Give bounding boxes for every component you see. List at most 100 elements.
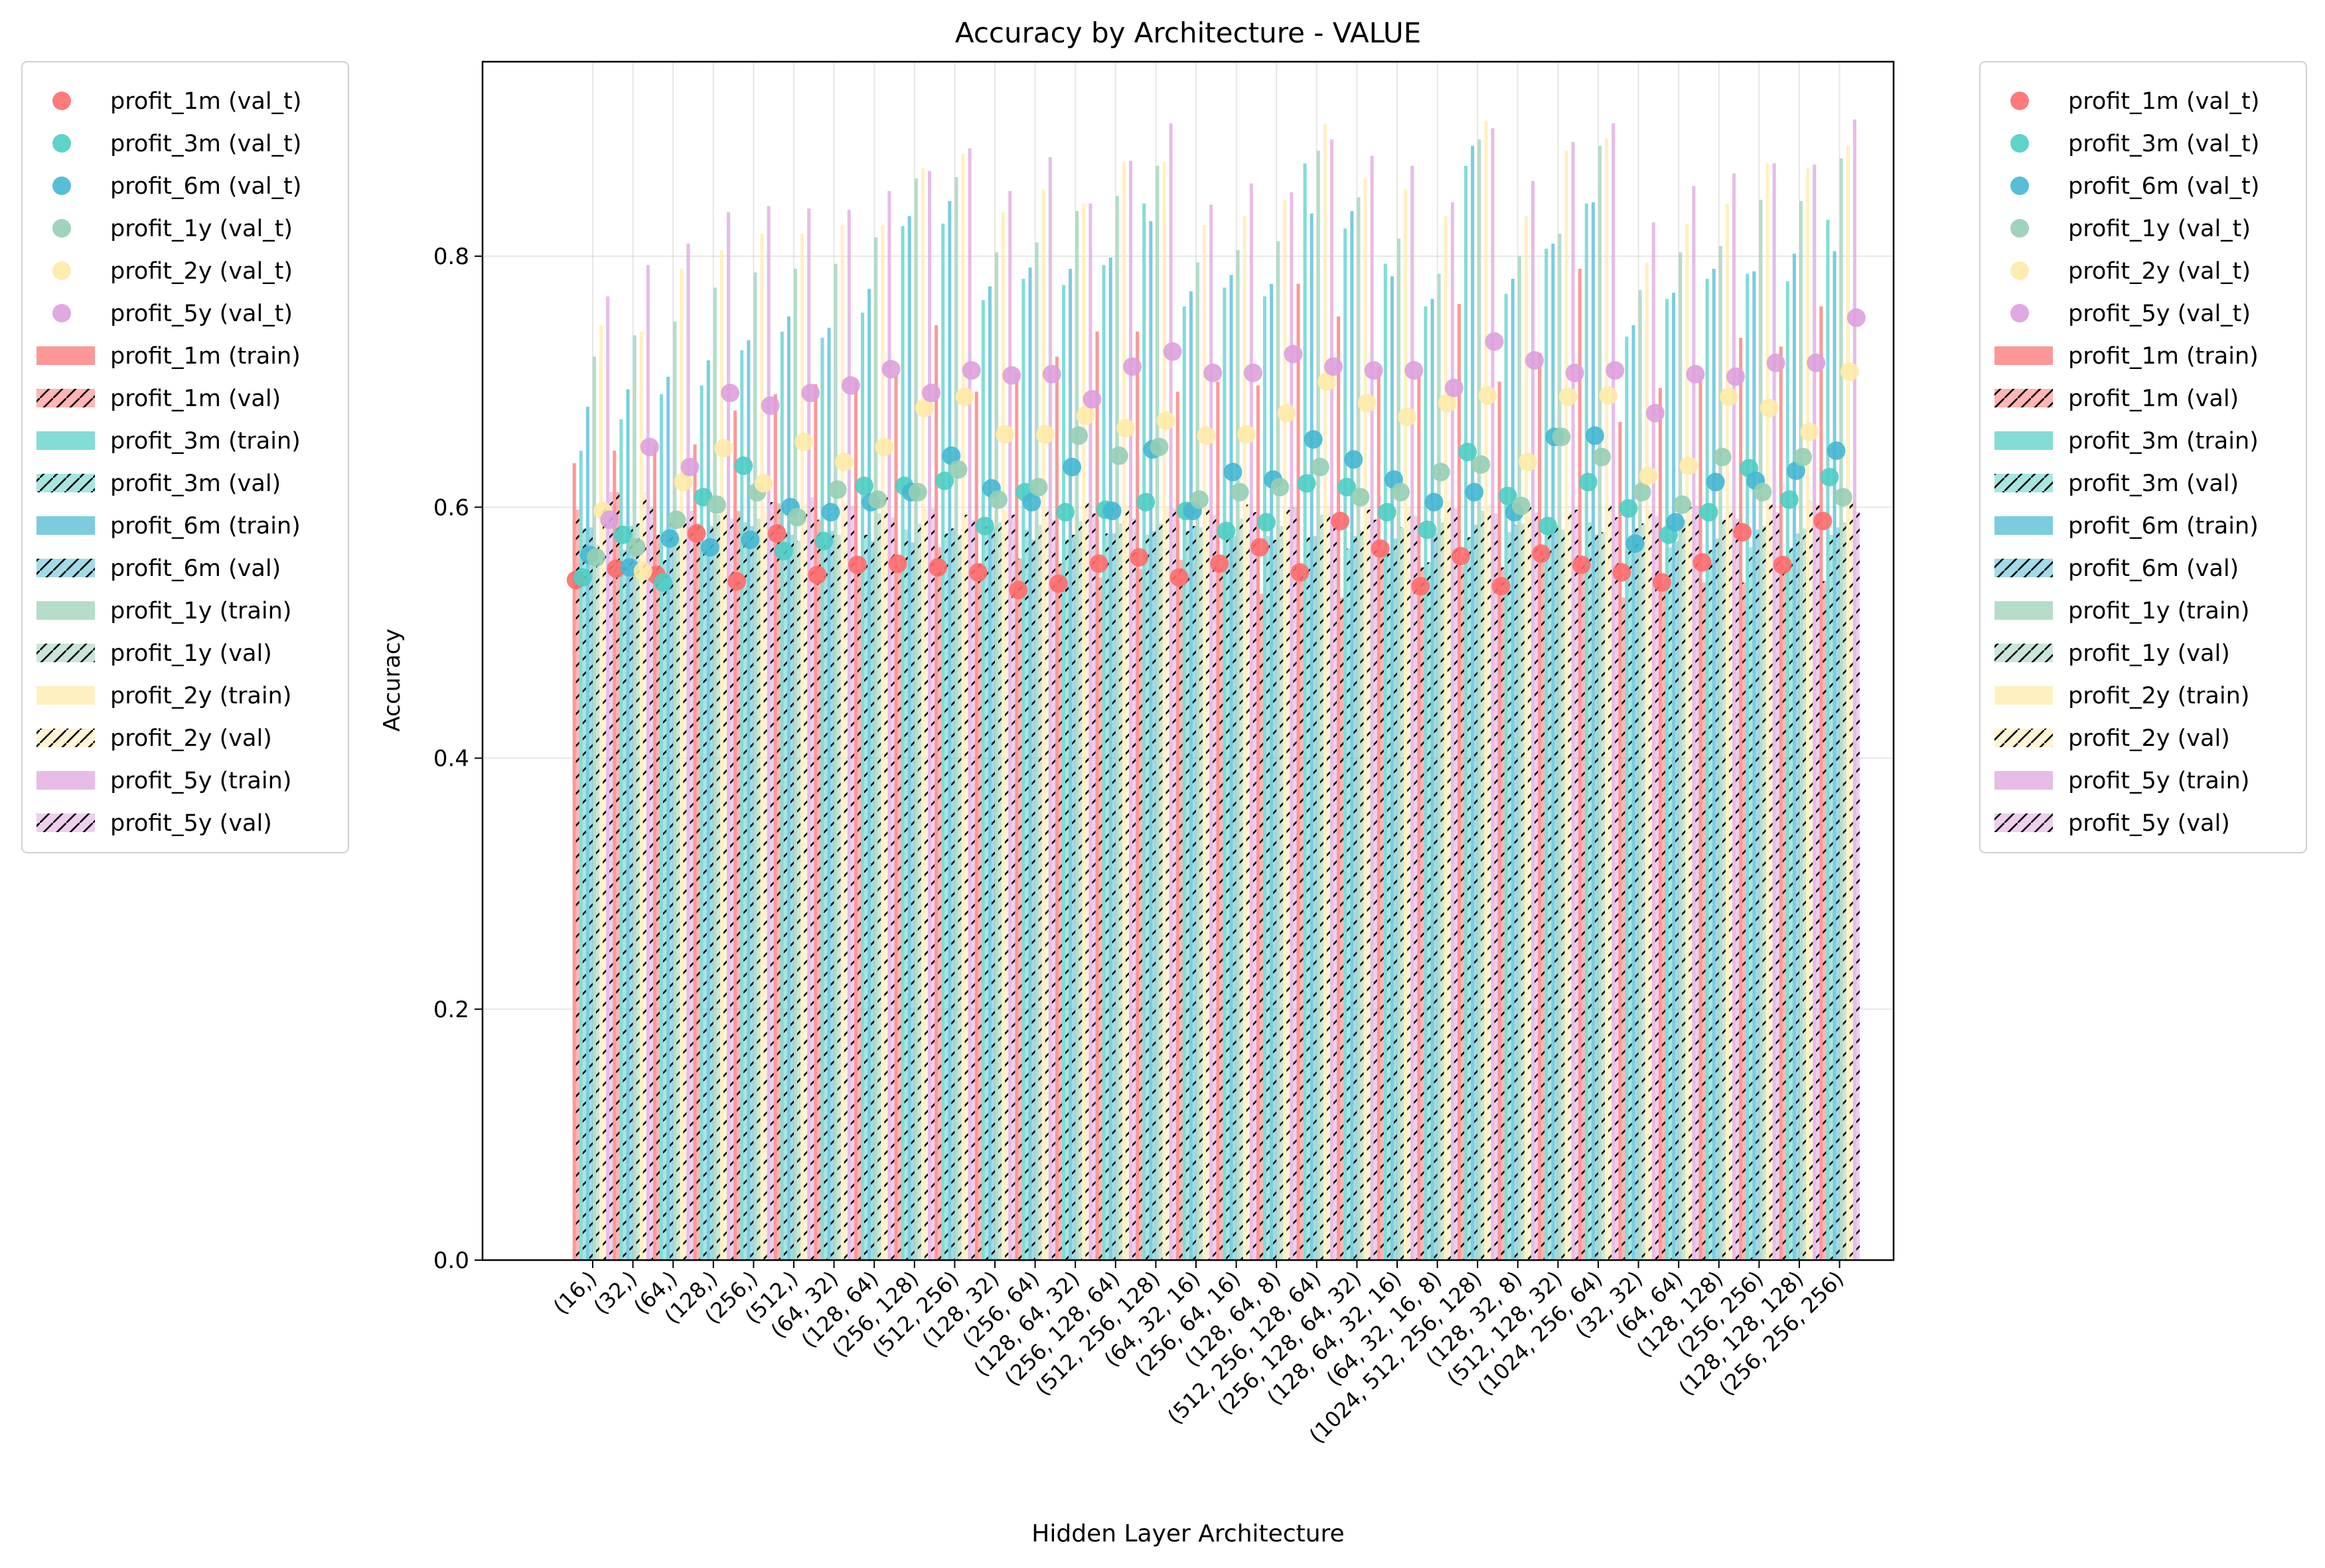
bar-profit_6m-train <box>1833 251 1837 1260</box>
bar-profit_2y-val-hatch <box>1688 507 1692 1260</box>
bar-profit_1y-val-hatch <box>1079 521 1083 1261</box>
bar-profit_3m-train <box>1705 279 1709 1261</box>
bar-profit_1m-val-hatch <box>1420 567 1424 1261</box>
point-profit_1m-val-t <box>767 524 787 543</box>
legend-label: profit_3m (val) <box>2068 470 2239 497</box>
bar-profit_5y-val-hatch <box>1695 506 1699 1260</box>
bar-profit_6m-train <box>827 327 831 1260</box>
point-profit_1y-val-t <box>788 508 807 527</box>
bar-profit_2y-val-hatch <box>1246 504 1250 1260</box>
point-profit_2y-val-t <box>875 437 894 457</box>
point-profit_1m-val-t <box>968 563 988 582</box>
bar-profit_3m-val-hatch <box>1226 531 1230 1260</box>
bar-profit_5y-val-hatch <box>730 518 734 1260</box>
point-profit_3m-val-t <box>1136 492 1156 512</box>
bar-profit_1y-train <box>954 177 958 1260</box>
point-profit_3m-val-t <box>1699 502 1718 522</box>
bar-profit_5y-val-hatch <box>1373 520 1377 1261</box>
bar-profit_2y-val-hatch <box>964 514 968 1260</box>
point-profit_6m-val-t <box>1786 461 1805 480</box>
bar-profit_1m-val-hatch <box>1380 548 1384 1260</box>
bar-profit_2y-train <box>1806 168 1810 1261</box>
point-profit_1m-val-t <box>1250 537 1269 557</box>
bar-profit_1m-train <box>1417 375 1421 1260</box>
bar-profit_2y-val-hatch <box>1085 502 1089 1261</box>
bar-profit_3m-train <box>901 226 905 1261</box>
point-profit_5y-val-t <box>1324 357 1343 376</box>
bar-profit_5y-train <box>928 171 932 1261</box>
point-profit_6m-val-t <box>942 446 961 465</box>
bar-profit_3m-train <box>941 223 945 1260</box>
bar-profit_5y-val-hatch <box>1293 507 1297 1260</box>
bar-profit_2y-train <box>1404 189 1408 1261</box>
bar-profit_1y-val-hatch <box>1561 530 1565 1260</box>
bar-profit_3m-val-hatch <box>1185 531 1189 1260</box>
bar-profit_2y-train <box>1283 200 1287 1260</box>
bar-profit_1y-train <box>1558 234 1562 1261</box>
point-profit_5y-val-t <box>600 510 619 530</box>
point-profit_2y-val-t <box>996 425 1015 444</box>
point-profit_1m-val-t <box>848 555 867 575</box>
bar-profit_1y-val-hatch <box>676 537 680 1260</box>
bar-profit_2y-val-hatch <box>1608 504 1612 1260</box>
bar-profit_3m-train <box>1544 248 1548 1261</box>
bar-profit_1y-val-hatch <box>1159 523 1163 1261</box>
point-profit_1m-val-t <box>1652 573 1671 592</box>
bar-profit_1y-train <box>753 272 757 1260</box>
legend-label: profit_5y (val) <box>2068 810 2230 837</box>
bar-profit_2y-val-hatch <box>763 512 767 1260</box>
point-profit_2y-val-t <box>1558 387 1578 406</box>
bar-profit_2y-train <box>921 168 925 1261</box>
point-profit_2y-val-t <box>1398 407 1417 427</box>
bar-profit_5y-val-hatch <box>690 511 694 1260</box>
point-profit_5y-val-t <box>1846 308 1866 327</box>
point-profit_1y-val-t <box>1471 455 1491 474</box>
legend-swatch-profit_2y-val-hatch <box>1994 729 2053 747</box>
y-tick-label: 0.0 <box>433 1247 469 1274</box>
bar-profit_2y-train <box>719 249 723 1260</box>
bar-profit_5y-val-hatch <box>1252 512 1256 1260</box>
bar-profit_6m-train <box>1752 271 1756 1260</box>
bar-profit_5y-val-hatch <box>609 492 613 1260</box>
bar-profit_1y-val-hatch <box>797 541 801 1260</box>
bar-profit_5y-train <box>1852 119 1856 1260</box>
bar-profit_1m-train <box>854 379 858 1260</box>
bar-profit_6m-val-hatch <box>1031 539 1035 1260</box>
point-profit_5y-val-t <box>1807 353 1826 372</box>
bar-profit_3m-train <box>1021 279 1025 1261</box>
point-profit_1y-val-t <box>1712 447 1732 466</box>
bar-profit_5y-train <box>887 190 891 1261</box>
bar-profit_6m-train <box>666 376 670 1260</box>
bar-profit_5y-train <box>727 212 731 1261</box>
x-axis-label: Hidden Layer Architecture <box>1031 1520 1344 1547</box>
point-profit_2y-val-t <box>754 474 773 493</box>
point-profit_6m-val-t <box>1304 430 1323 449</box>
bar-profit_6m-train <box>1551 244 1555 1260</box>
bar-profit_5y-train <box>1732 173 1736 1260</box>
bar-profit_3m-val-hatch <box>864 534 868 1260</box>
point-profit_2y-val-t <box>713 439 733 458</box>
point-profit_5y-val-t <box>1364 361 1383 380</box>
point-profit_5y-val-t <box>1485 332 1504 351</box>
bar-profit_1y-val-hatch <box>1481 511 1485 1260</box>
bar-profit_3m-train <box>1665 299 1669 1260</box>
bar-profit_5y-val-hatch <box>891 517 895 1260</box>
bar-profit_3m-val-hatch <box>944 534 948 1260</box>
point-profit_1y-val-t <box>1230 482 1249 502</box>
legend-marker-profit_1m-val-t <box>52 92 71 110</box>
bar-profit_6m-val-hatch <box>1192 526 1196 1260</box>
legend-marker-profit_2y-val-t <box>2010 261 2029 280</box>
bar-profit_1m-train <box>1216 382 1220 1260</box>
bar-profit_1m-train <box>1256 385 1260 1260</box>
bar-profit_3m-train <box>1303 163 1307 1260</box>
bar-profit_6m-val-hatch <box>750 526 754 1260</box>
bar-profit_6m-train <box>1108 257 1112 1261</box>
point-profit_5y-val-t <box>1766 353 1785 372</box>
bar-profit_1m-train <box>974 392 978 1261</box>
bar-profit_6m-val-hatch <box>1675 541 1679 1260</box>
bar-profit_1m-val-hatch <box>1782 569 1786 1260</box>
point-profit_1m-val-t <box>1049 574 1068 593</box>
bar-profit_1m-val-hatch <box>616 492 620 1260</box>
bar-profit_5y-train <box>1249 183 1253 1260</box>
bar-profit_2y-val-hatch <box>1045 508 1049 1260</box>
